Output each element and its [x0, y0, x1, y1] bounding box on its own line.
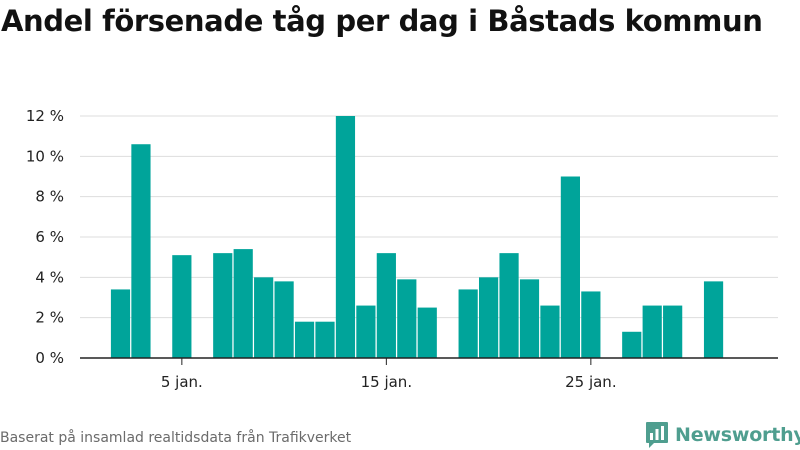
- bar: [315, 321, 335, 358]
- bar: [479, 277, 499, 358]
- chart-title: Andel försenade tåg per dag i Båstads ko…: [1, 4, 763, 38]
- bar: [213, 253, 233, 358]
- bar: [335, 116, 356, 358]
- bar: [417, 307, 437, 358]
- bar: [458, 289, 478, 358]
- y-tick-label: 4 %: [35, 268, 64, 286]
- y-tick-label: 8 %: [35, 188, 64, 206]
- bar: [356, 305, 376, 358]
- newsworthy-logo-icon: [646, 422, 668, 448]
- bar: [110, 289, 131, 358]
- x-tick-label: 5 jan.: [161, 373, 203, 391]
- y-tick-label: 0 %: [35, 349, 64, 367]
- bar: [499, 253, 519, 358]
- bar: [172, 255, 192, 358]
- y-tick-label: 2 %: [35, 309, 64, 327]
- bar: [622, 331, 642, 358]
- bar: [703, 281, 724, 358]
- bar: [294, 321, 315, 358]
- source-note: Baserat på insamlad realtidsdata från Tr…: [0, 430, 352, 446]
- bar: [581, 291, 601, 358]
- bar: [376, 253, 396, 358]
- bar: [519, 279, 540, 358]
- bar: [274, 281, 294, 358]
- bar: [397, 279, 417, 358]
- grid-lines: [80, 115, 778, 319]
- bar: [642, 305, 662, 358]
- bar: [254, 277, 274, 358]
- brand: Newsworthy: [645, 420, 800, 450]
- bar: [131, 144, 151, 358]
- x-tick-label: 25 jan.: [565, 373, 617, 391]
- bar: [233, 249, 253, 358]
- brand-name: Newsworthy: [675, 424, 800, 446]
- y-tick-label: 12 %: [26, 107, 64, 125]
- y-axis-ticks: 0 % 2 % 4 % 6 % 8 % 10 % 12 %: [26, 107, 64, 367]
- bars: [110, 116, 724, 358]
- bar: [663, 305, 683, 358]
- x-axis-ticks: 5 jan. 15 jan. 25 jan.: [161, 358, 617, 391]
- y-tick-label: 6 %: [35, 228, 64, 246]
- x-tick-label: 15 jan.: [361, 373, 413, 391]
- bar: [560, 176, 580, 358]
- y-tick-label: 10 %: [26, 147, 64, 165]
- bar: [540, 305, 560, 358]
